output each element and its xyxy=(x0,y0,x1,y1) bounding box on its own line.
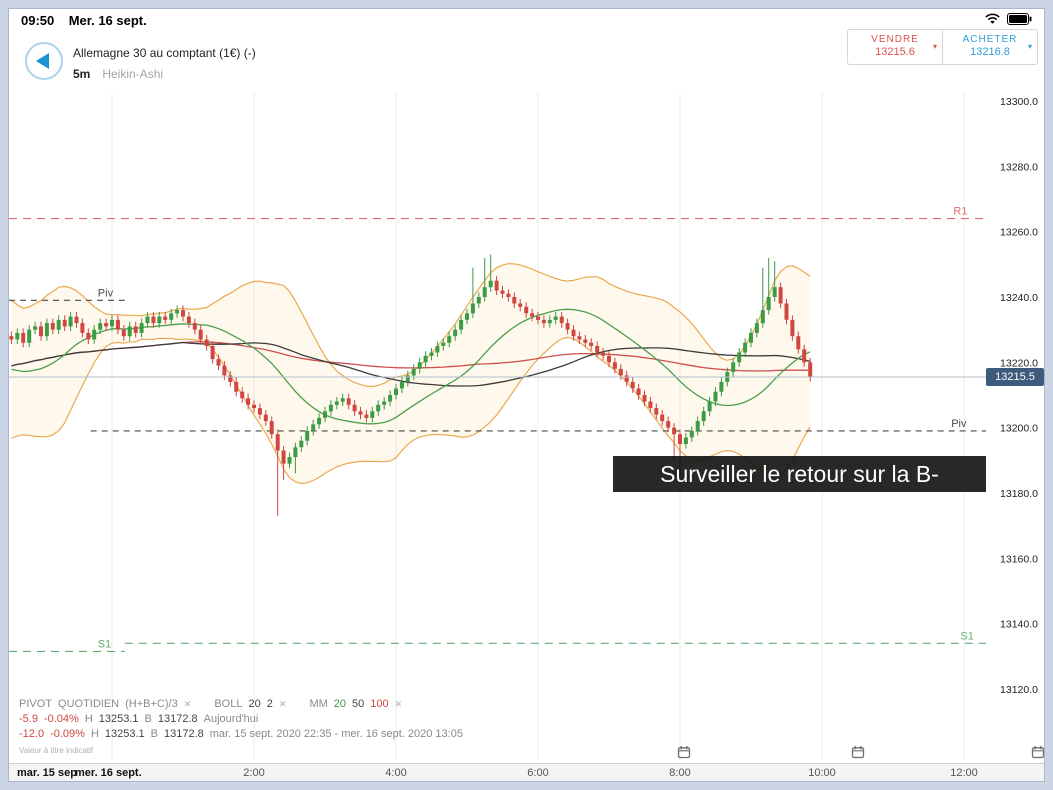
current-price-badge: 13215.5 xyxy=(986,368,1044,387)
instrument-title: Allemagne 30 au comptant (1€) (-) xyxy=(73,46,256,60)
timeframe-label[interactable]: 5m xyxy=(73,67,91,81)
y-tick-label: 13140.0 xyxy=(1000,619,1038,631)
indicator-pivot-name: PIVOT xyxy=(19,698,53,710)
x-tick-label: 8:00 xyxy=(669,767,691,779)
indicator-mm-name: MM xyxy=(309,698,328,710)
session-high: 13253.1 xyxy=(104,728,145,740)
sell-caret-icon: ▾ xyxy=(932,42,937,51)
sell-button[interactable]: VENDRE 13215.6 ▾ xyxy=(848,30,943,64)
y-axis-labels: 13300.0 13280.0 13260.0 13240.0 13220.0 13200… xyxy=(1000,96,1038,696)
buy-caret-icon: ▾ xyxy=(1027,42,1032,51)
wifi-icon xyxy=(984,12,1001,30)
disclaimer-text: Valeur à titre indicatif xyxy=(19,746,94,755)
indicator-mm-param-20: 20 xyxy=(333,698,347,710)
buy-label: ACHETER xyxy=(962,34,1018,45)
remove-boll-indicator-button[interactable]: ✕ xyxy=(278,699,287,709)
y-tick-label: 13200.0 xyxy=(1000,423,1038,435)
battery-icon xyxy=(1007,12,1032,30)
session-low: 13172.8 xyxy=(164,728,204,740)
remove-mm-indicator-button[interactable]: ✕ xyxy=(394,699,403,709)
status-bar: 09:50 Mer. 16 sept. xyxy=(9,9,1044,31)
date-label: mar. 15 sep xyxy=(17,767,77,779)
session-stats-extended: -12.0 -0.09% H 13253.1 B 13172.8 mar. 15 sept.… xyxy=(19,727,469,742)
y-tick-label: 13180.0 xyxy=(1000,488,1038,500)
session-change-pct: -0.09% xyxy=(50,728,85,740)
level-label: Piv xyxy=(98,287,114,299)
level-label: S1 xyxy=(960,630,973,642)
bollinger-band xyxy=(11,263,811,485)
y-tick-label: 13300.0 xyxy=(1000,96,1038,108)
session-change-pct: -0.04% xyxy=(43,713,79,725)
back-button[interactable] xyxy=(25,42,63,80)
moving-averages xyxy=(11,308,811,425)
time-axis: mar. 15 sep mer. 16 sept. 2:00 4:00 6:00 8:… xyxy=(9,763,1044,781)
y-tick-label: 13120.0 xyxy=(1000,684,1038,696)
level-label: S1 xyxy=(98,638,111,650)
calendar-event-icon[interactable] xyxy=(851,745,865,759)
indicator-boll-param: 20 xyxy=(248,698,261,710)
session-stats-today: -5.9 -0.04% H 13253.1 B 13172.8 Aujourd'hui xyxy=(19,712,469,727)
session-low-label: B xyxy=(150,728,158,740)
session-period: Aujourd'hui xyxy=(203,713,259,725)
indicator-boll-name: BOLL xyxy=(214,698,243,710)
candles xyxy=(9,254,813,516)
session-low-label: B xyxy=(144,713,152,725)
x-tick-label: 6:00 xyxy=(527,767,549,779)
session-period: mar. 15 sept. 2020 22:35 - mer. 16 sept.… xyxy=(209,728,463,740)
status-date: Mer. 16 sept. xyxy=(68,13,147,28)
y-tick-label: 13280.0 xyxy=(1000,161,1038,173)
indicator-boll-param: 2 xyxy=(266,698,273,710)
date-label: mer. 16 sept. xyxy=(75,767,142,779)
indicator-pivot-param: QUOTIDIEN xyxy=(58,698,120,710)
remove-pivot-indicator-button[interactable]: ✕ xyxy=(183,699,192,709)
buy-price: 13216.8 xyxy=(970,46,1010,58)
indicator-mm-param-50: 50 xyxy=(352,698,365,710)
indicator-legend: PIVOT QUOTIDIEN (H+B+C)/3 ✕ BOLL 20 2 ✕ MM 20 50… xyxy=(19,697,469,755)
status-time: 09:50 xyxy=(21,13,55,28)
session-high-label: H xyxy=(84,713,93,725)
calendar-event-icon[interactable] xyxy=(677,745,691,759)
session-high: 13253.1 xyxy=(98,713,139,725)
buy-button[interactable]: ACHETER 13216.8 ▾ xyxy=(943,30,1037,64)
level-label: R1 xyxy=(953,206,967,218)
caption-overlay: Surveiller le retour sur la B- xyxy=(613,456,986,492)
y-tick-label: 13160.0 xyxy=(1000,553,1038,565)
session-change: -12.0 xyxy=(19,728,45,740)
trading-app: R1 Piv Piv S1 S1 13300.0 13280.0 13260.0 13240.0… xyxy=(8,8,1045,782)
indicator-mm-param-100: 100 xyxy=(370,698,389,710)
chart-canvas[interactable]: R1 Piv Piv S1 S1 13300.0 13280.0 13260.0 13240.0… xyxy=(9,9,1045,782)
indicator-pivot-param: (H+B+C)/3 xyxy=(125,698,178,710)
back-arrow-icon xyxy=(36,53,49,69)
session-change: -5.9 xyxy=(19,713,38,725)
session-low: 13172.8 xyxy=(157,713,198,725)
chart-type-label[interactable]: Heikin-Ashi xyxy=(102,67,164,81)
dealing-ticket: VENDRE 13215.6 ▾ ACHETER 13216.8 ▾ xyxy=(847,29,1038,65)
x-tick-label: 12:00 xyxy=(950,767,978,779)
x-tick-label: 10:00 xyxy=(808,767,836,779)
calendar-event-icon[interactable] xyxy=(1031,745,1044,759)
gridlines xyxy=(111,93,965,761)
sell-label: VENDRE xyxy=(871,34,919,45)
x-tick-label: 2:00 xyxy=(243,767,265,779)
sell-price: 13215.6 xyxy=(875,46,915,58)
x-tick-label: 4:00 xyxy=(385,767,407,779)
y-tick-label: 13260.0 xyxy=(1000,227,1038,239)
level-label: Piv xyxy=(951,418,967,430)
indicator-row: PIVOT QUOTIDIEN (H+B+C)/3 ✕ BOLL 20 2 ✕ MM 20 50… xyxy=(19,697,469,712)
y-tick-label: 13240.0 xyxy=(1000,292,1038,304)
y-tick-label: 13220.0 xyxy=(1000,357,1038,369)
pivot-levels: R1 Piv Piv S1 S1 xyxy=(9,206,986,652)
session-high-label: H xyxy=(90,728,99,740)
